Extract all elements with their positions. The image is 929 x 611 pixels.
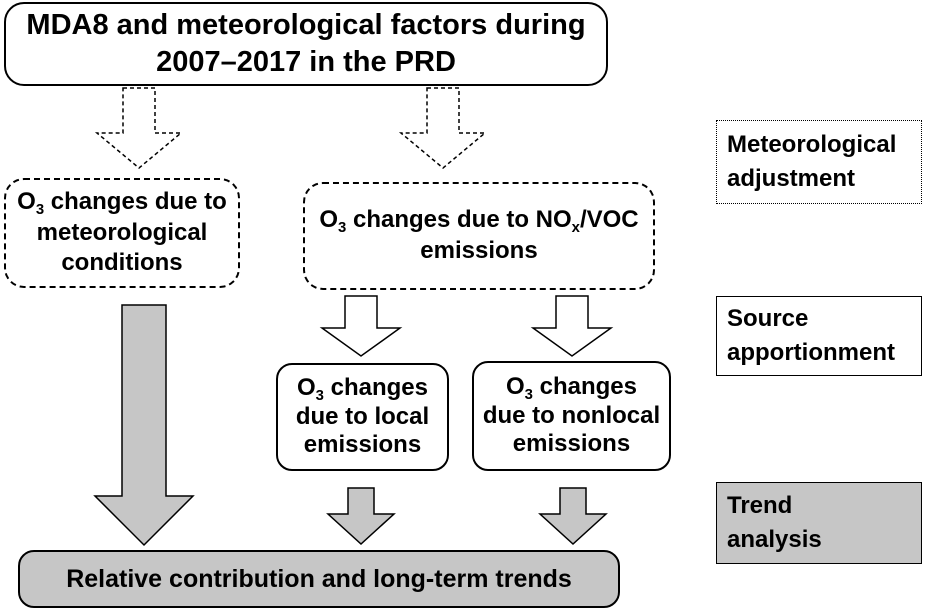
- gray-arrow-local: [326, 487, 396, 546]
- met-box-line3: conditions: [61, 249, 183, 277]
- legend-met-line1: Meteorological: [727, 131, 897, 159]
- local-box-line3: emissions: [303, 431, 422, 459]
- local-box-line2: due to local: [295, 402, 430, 430]
- legend-source-line1: Source: [727, 305, 809, 333]
- legend-source-line2: apportionment: [727, 339, 895, 366]
- local-box-line1: O3 changes: [296, 373, 428, 404]
- gray-arrow-meteorological: [93, 304, 195, 547]
- white-arrow-local: [319, 295, 403, 357]
- nonlocal-emissions-box: O3 changes due to nonlocal emissions: [472, 361, 671, 471]
- legend-trend-line2: analysis: [727, 526, 822, 553]
- legend-trend-line1: Trend: [727, 492, 793, 520]
- dashed-arrow-left: [94, 87, 184, 169]
- nonlocal-box-line1: O3 changes: [505, 372, 637, 403]
- top-box: MDA8 and meteorological factors during 2…: [4, 2, 608, 86]
- top-box-line1: MDA8 and meteorological factors during: [26, 8, 586, 41]
- top-box-line2: 2007–2017 in the PRD: [156, 46, 456, 78]
- gray-arrow-nonlocal: [538, 487, 608, 546]
- nonlocal-box-line3: emissions: [512, 430, 631, 458]
- bottom-result-box: Relative contribution and long-term tren…: [18, 550, 620, 608]
- legend-trend-analysis: Trend analysis: [716, 482, 922, 564]
- emis-box-line2: emissions: [420, 237, 538, 264]
- met-box-line1: O3 changes due to: [17, 187, 227, 219]
- dashed-arrow-right: [398, 87, 488, 169]
- bottom-box-label: Relative contribution and long-term tren…: [66, 565, 572, 593]
- met-box-line2: meteorological: [36, 218, 208, 246]
- legend-source-apportionment: Source apportionment: [716, 296, 922, 376]
- legend-met-line2: adjustment: [727, 165, 856, 192]
- emis-box-line1: O3 changes due to NOx/VOC: [319, 206, 639, 237]
- legend-meteorological-adjustment: Meteorological adjustment: [716, 120, 922, 204]
- meteorological-conditions-box: O3 changes due to meteorological conditi…: [4, 178, 240, 288]
- nonlocal-box-line2: due to nonlocal: [482, 401, 661, 429]
- white-arrow-nonlocal: [530, 295, 614, 357]
- emissions-box: O3 changes due to NOx/VOC emissions: [303, 182, 655, 290]
- local-emissions-box: O3 changes due to local emissions: [276, 363, 449, 471]
